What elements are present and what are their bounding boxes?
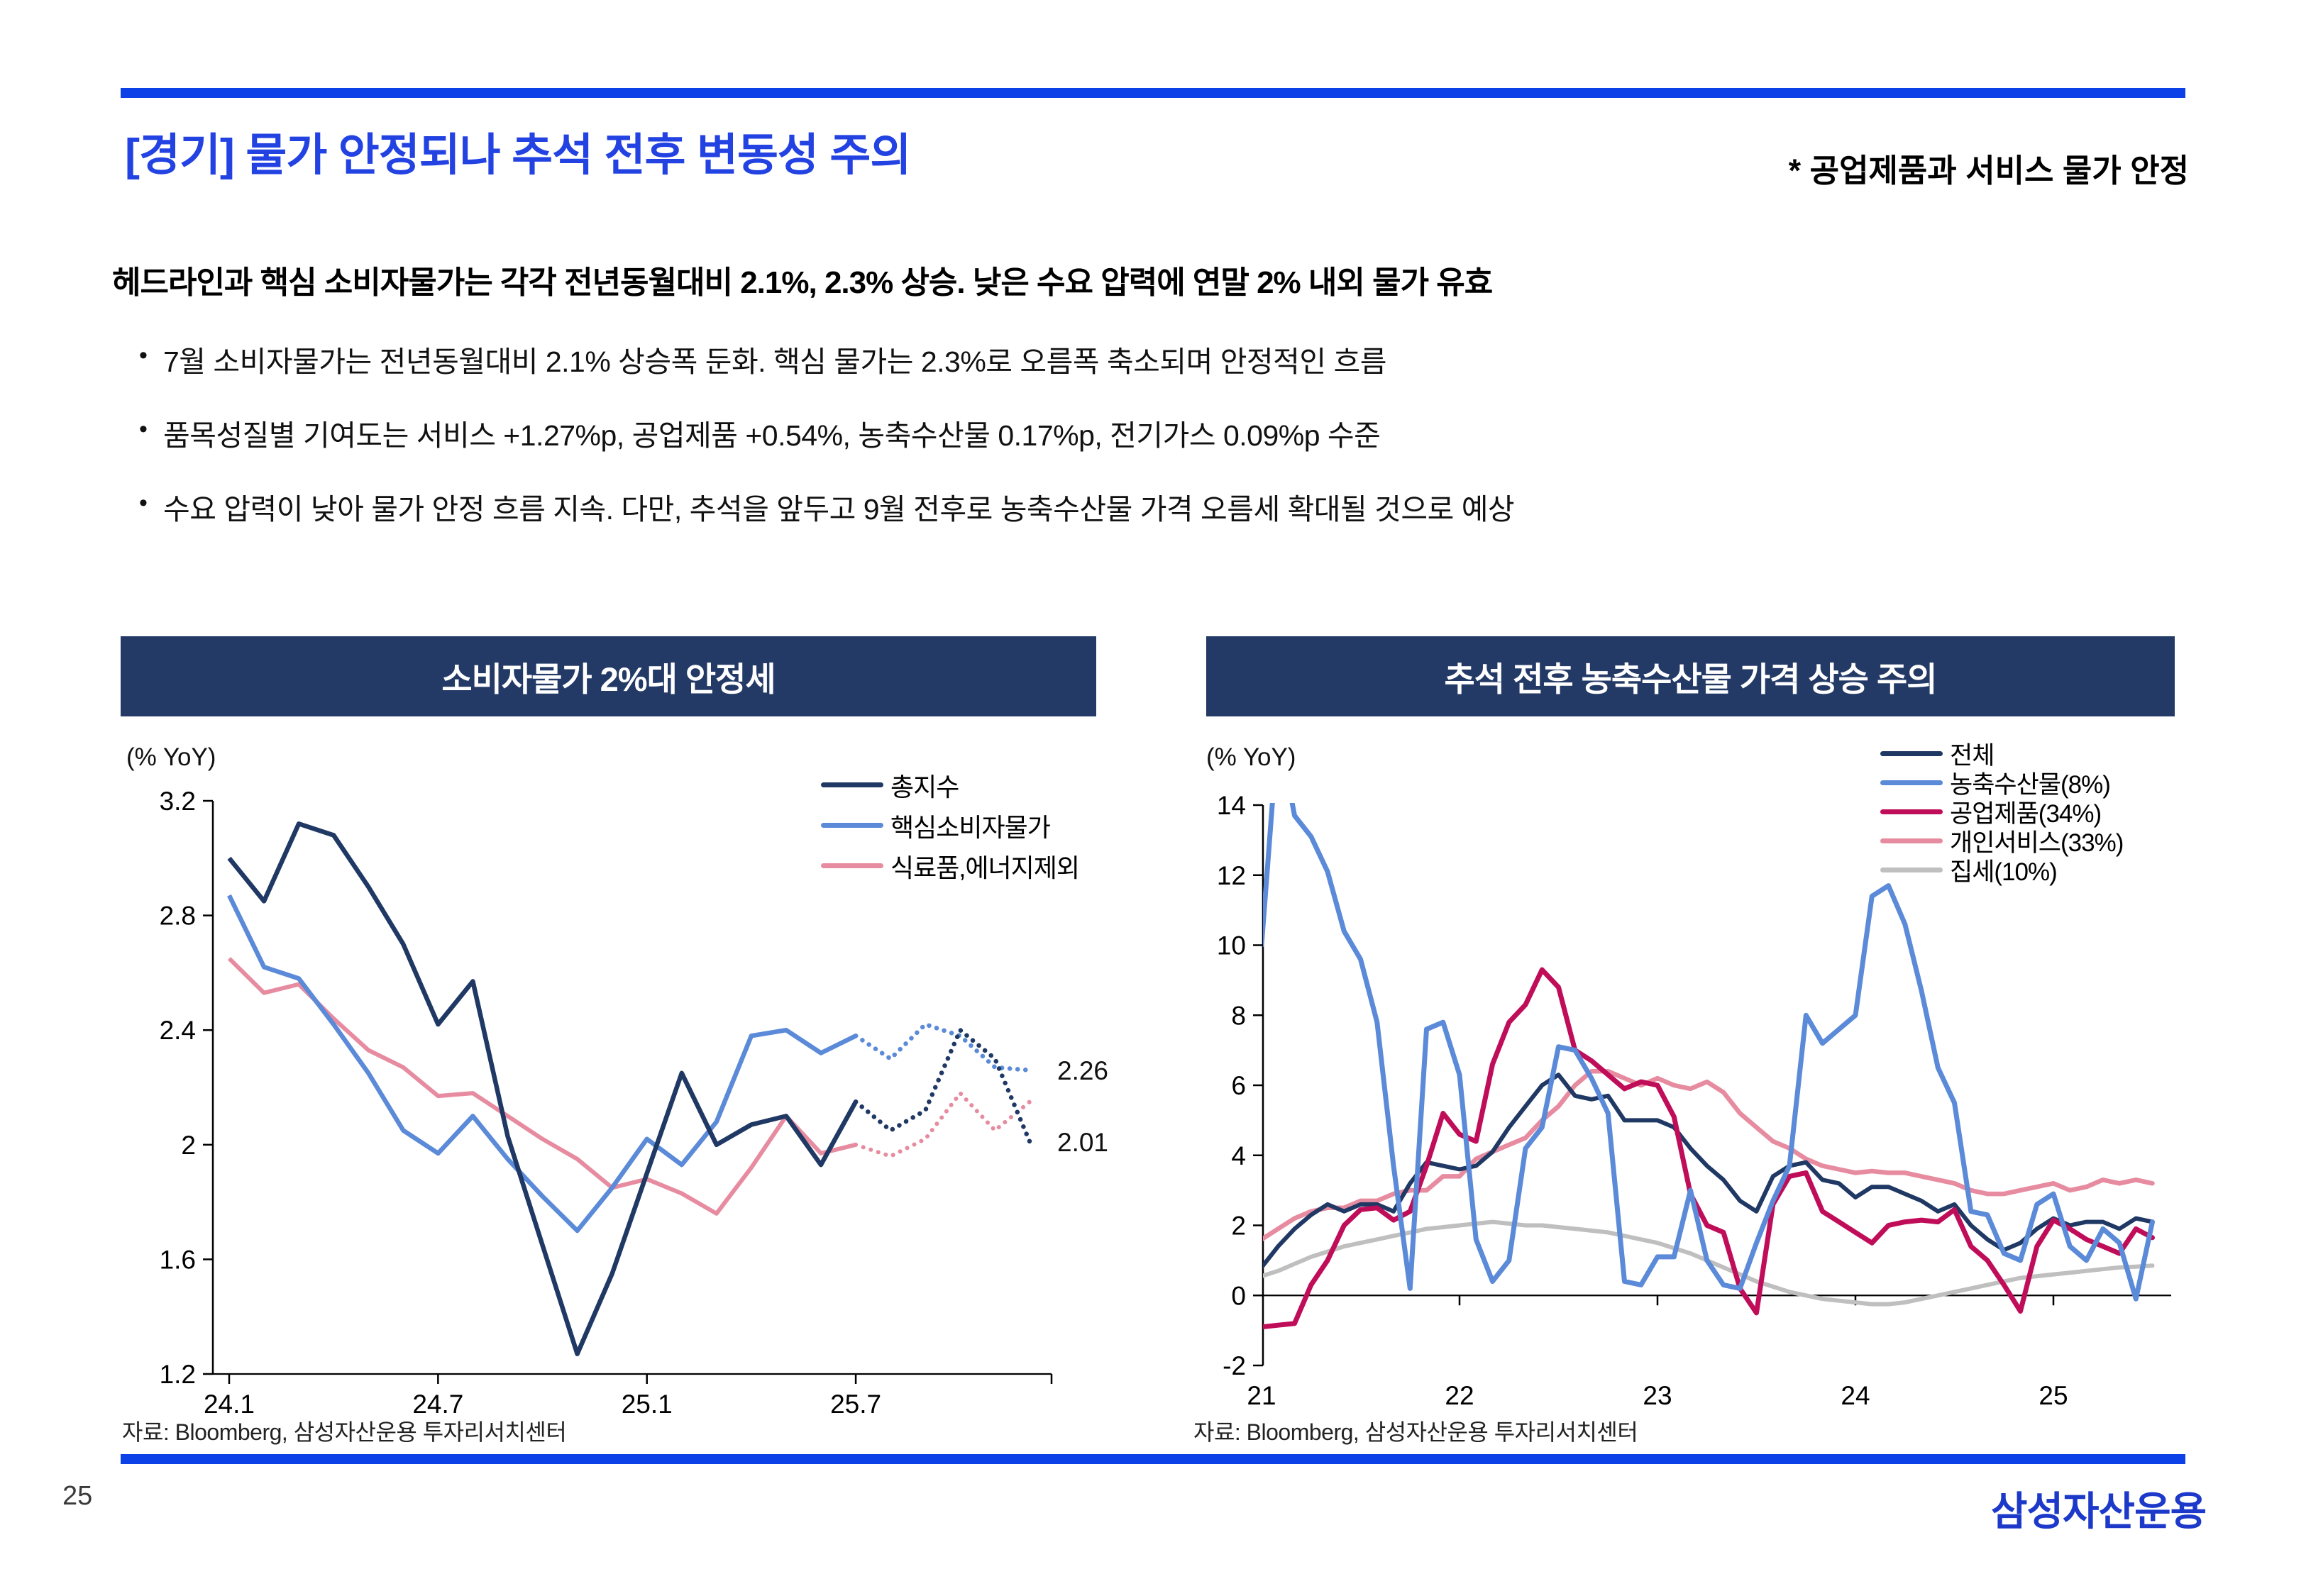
svg-text:1.2: 1.2 [160, 1360, 196, 1389]
right-chart-source: 자료: Bloomberg, 삼성자산운용 투자리서치센터 [1193, 1419, 1638, 1445]
legend-label: 개인서비스(33%) [1950, 829, 2124, 857]
legend-label: 총지수 [890, 772, 959, 802]
left-chart-unit-label: (% YoY) [126, 743, 216, 771]
svg-text:23: 23 [1643, 1381, 1672, 1410]
legend-line-swatch [1880, 838, 1943, 843]
bullet-icon: • [139, 416, 148, 443]
svg-text:25.7: 25.7 [830, 1390, 881, 1419]
svg-text:24: 24 [1841, 1381, 1870, 1410]
svg-text:8: 8 [1231, 1001, 1246, 1030]
legend-label: 전체 [1950, 742, 1995, 770]
bullet-icon: • [139, 489, 148, 516]
legend-line-swatch [821, 863, 883, 868]
bullet-text: 7월 소비자물가는 전년동월대비 2.1% 상승폭 둔화. 핵심 물가는 2.3… [163, 345, 1386, 378]
company-logo: 삼성자산운용 [1991, 1489, 2207, 1534]
bullet-icon: • [139, 342, 148, 369]
bottom-accent-bar [121, 1454, 2185, 1464]
svg-text:22: 22 [1445, 1381, 1474, 1410]
legend-item: 전체 [1880, 739, 2123, 770]
page-number: 25 [62, 1481, 93, 1511]
bullet-text: 수요 압력이 낮아 물가 안정 흐름 지속. 다만, 추석을 앞두고 9월 전후… [163, 493, 1515, 526]
legend-label: 공업제품(34%) [1950, 800, 2102, 828]
svg-text:2.26: 2.26 [1057, 1056, 1108, 1085]
cpi-components-line-chart: 14 12 10 8 6 4 2 0 -221 22 23 24 25 [1217, 791, 2171, 1410]
legend-label: 식료품,에너지제외 [890, 853, 1080, 882]
legend-line-swatch [821, 823, 883, 828]
summary-headline: 헤드라인과 핵심 소비자물가는 각각 전년동월대비 2.1%, 2.3% 상승.… [112, 265, 1493, 300]
top-accent-bar [121, 88, 2185, 98]
svg-text:2.8: 2.8 [160, 902, 196, 931]
legend-item: 집세(10%) [1880, 855, 2123, 886]
right-chart-unit-label: (% YoY) [1206, 743, 1296, 771]
left-chart-legend: 총지수 핵심소비자물가 식료품,에너지제외 [821, 765, 1080, 886]
svg-text:21: 21 [1247, 1381, 1276, 1410]
bullet-text: 품목성질별 기여도는 서비스 +1.27%p, 공업제품 +0.54%, 농축수… [163, 419, 1381, 452]
svg-text:2: 2 [1231, 1212, 1246, 1241]
svg-text:25: 25 [2039, 1381, 2068, 1410]
legend-line-swatch [1880, 751, 1943, 756]
legend-label: 핵심소비자물가 [890, 812, 1051, 842]
legend-label: 집세(10%) [1950, 858, 2058, 886]
bullet-item: • 품목성질별 기여도는 서비스 +1.27%p, 공업제품 +0.54%, 농… [139, 411, 1381, 454]
page-title: [경기] 물가 안정되나 추석 전후 변동성 주의 [125, 131, 911, 180]
legend-label: 농축수산물(8%) [1950, 771, 2111, 799]
svg-text:3.2: 3.2 [160, 787, 196, 816]
svg-text:4: 4 [1231, 1141, 1246, 1170]
left-chart-source: 자료: Bloomberg, 삼성자산운용 투자리서치센터 [122, 1419, 567, 1445]
svg-text:12: 12 [1217, 861, 1246, 890]
left-chart-title: 소비자물가 2%대 안정세 [121, 636, 1096, 716]
svg-text:2.01: 2.01 [1057, 1128, 1108, 1157]
right-chart-legend: 전체 농축수산물(8%) 공업제품(34%) 개인서비스(33%) 집세(10%… [1880, 739, 2124, 886]
svg-text:1.6: 1.6 [160, 1245, 196, 1274]
legend-line-swatch [821, 782, 883, 787]
bullet-item: • 7월 소비자물가는 전년동월대비 2.1% 상승폭 둔화. 핵심 물가는 2… [139, 338, 1386, 380]
svg-text:24.7: 24.7 [412, 1390, 463, 1419]
svg-text:14: 14 [1217, 791, 1246, 820]
svg-text:25.1: 25.1 [622, 1390, 673, 1419]
legend-line-swatch [1880, 780, 1943, 785]
title-annotation: * 공업제품과 서비스 물가 안정 [1788, 153, 2189, 189]
svg-text:2: 2 [181, 1131, 196, 1160]
svg-text:2.4: 2.4 [160, 1016, 196, 1045]
svg-text:10: 10 [1217, 931, 1246, 960]
right-chart-title: 추석 전후 농축수산물 가격 상승 주의 [1206, 636, 2175, 716]
svg-text:6: 6 [1231, 1071, 1246, 1100]
svg-text:0: 0 [1231, 1281, 1246, 1310]
legend-item: 핵심소비자물가 [821, 805, 1079, 846]
bullet-item: • 수요 압력이 낮아 물가 안정 흐름 지속. 다만, 추석을 앞두고 9월 … [139, 485, 1515, 528]
legend-line-swatch [1880, 868, 1943, 872]
legend-item: 공업제품(34%) [1880, 797, 2123, 828]
legend-line-swatch [1880, 809, 1943, 814]
legend-item: 식료품,에너지제외 [821, 846, 1080, 886]
legend-item: 개인서비스(33%) [1880, 826, 2124, 857]
legend-item: 총지수 [821, 765, 1079, 805]
cpi-trend-line-chart: 3.2 2.8 2.4 2 1.6 1.2 24.1 24.7 25.1 25.7 2.26 2.01 [160, 787, 1108, 1419]
svg-text:24.1: 24.1 [204, 1390, 255, 1419]
legend-item: 농축수산물(8%) [1880, 768, 2123, 799]
svg-text:-2: -2 [1223, 1351, 1246, 1380]
